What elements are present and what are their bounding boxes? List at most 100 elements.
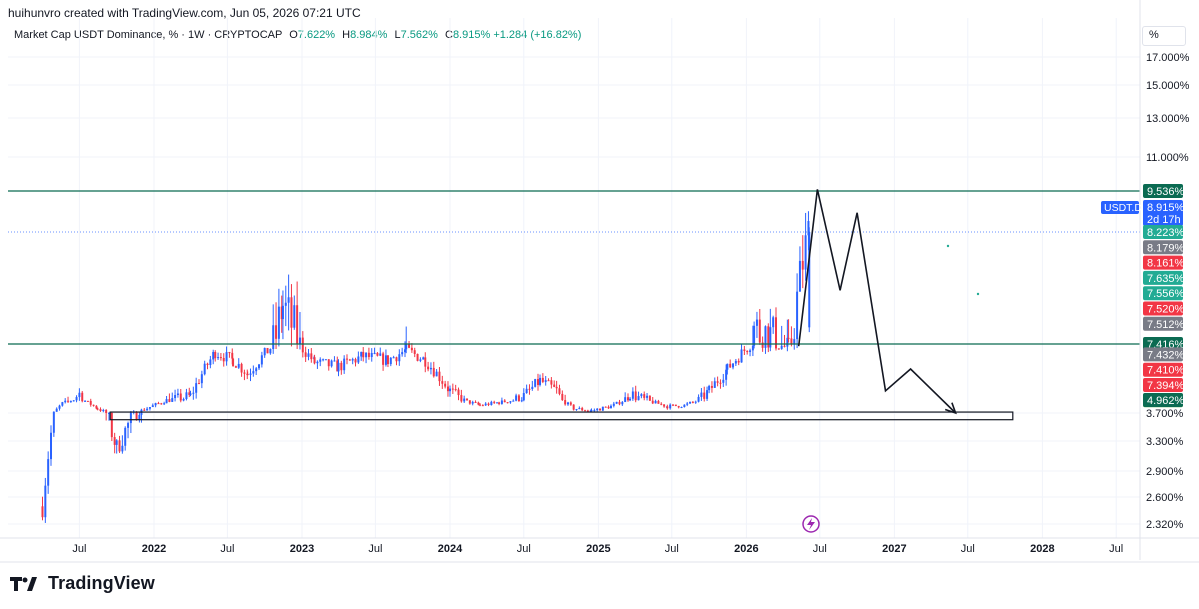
candle-body <box>604 406 607 408</box>
candle <box>534 378 537 388</box>
candle-body <box>584 410 587 412</box>
candle <box>168 393 171 403</box>
legend-close-value: 8.915% <box>452 29 491 41</box>
candle <box>737 358 740 366</box>
time-tick-label: 2022 <box>142 543 166 555</box>
candle <box>609 404 612 409</box>
candle <box>446 381 449 397</box>
candle-body <box>710 385 713 388</box>
candle <box>55 407 58 412</box>
candle <box>157 401 160 405</box>
candle-body <box>389 357 392 365</box>
time-tick-label: Jul <box>1109 543 1123 555</box>
candle-body <box>379 353 382 356</box>
candle-body <box>281 305 284 320</box>
candle <box>392 355 395 359</box>
axis-label-2-bg <box>1143 255 1183 270</box>
candle-body <box>553 384 556 387</box>
axis-label-1: 8.179% <box>1143 240 1185 255</box>
candle <box>160 402 163 405</box>
candle <box>550 377 553 389</box>
candle <box>408 341 411 349</box>
candle <box>110 411 113 441</box>
candle-body <box>200 374 203 384</box>
legend-open-value: 7.622% <box>297 29 336 41</box>
candle-body <box>700 392 703 397</box>
candle <box>416 353 419 362</box>
candle <box>683 404 686 408</box>
candle-body <box>118 440 121 452</box>
candle-body <box>753 325 756 346</box>
candle <box>451 383 454 394</box>
candle-body <box>357 356 360 363</box>
candle <box>706 386 709 401</box>
axis-label-2-text: 8.161% <box>1147 258 1185 270</box>
candle-body <box>203 363 206 375</box>
candle <box>634 385 637 403</box>
candle <box>498 401 501 406</box>
candle <box>96 407 99 411</box>
candle-body <box>424 357 427 367</box>
candle-body <box>615 401 618 404</box>
axis-label-2: 8.161% <box>1143 255 1185 270</box>
axis-label-6: 7.512% <box>1143 316 1185 331</box>
candle-body <box>484 403 487 406</box>
time-tick-label: 2024 <box>438 543 463 555</box>
candle <box>232 357 235 367</box>
candle-body <box>479 404 482 406</box>
candle-body <box>569 402 572 405</box>
candle <box>275 302 278 349</box>
candle-body <box>232 358 235 367</box>
time-tick-label: Jul <box>813 543 827 555</box>
candle <box>572 404 575 411</box>
candle <box>536 373 539 391</box>
candle <box>686 401 689 407</box>
candle <box>528 384 531 395</box>
candle-body <box>555 386 558 389</box>
candle-body <box>293 305 296 328</box>
candle <box>260 351 263 368</box>
scale-unit-button[interactable] <box>1142 26 1186 46</box>
candle-body <box>96 408 99 410</box>
candle-body <box>287 297 290 303</box>
price-tick-label: 2.900% <box>1146 466 1184 478</box>
candle <box>637 391 640 401</box>
candle-body <box>599 408 602 411</box>
candle-body <box>463 398 466 402</box>
candle-body <box>92 404 95 406</box>
candle-body <box>637 396 640 401</box>
candle <box>346 354 349 365</box>
candle <box>348 358 351 361</box>
candle <box>225 346 228 366</box>
candle <box>777 348 780 350</box>
candle-body <box>182 399 185 401</box>
candle-body <box>722 379 725 383</box>
candle <box>47 451 50 494</box>
candle <box>249 368 252 382</box>
candle-body <box>360 351 363 357</box>
candle <box>419 357 422 363</box>
candle <box>769 308 772 352</box>
candle-body <box>708 385 711 391</box>
candle-body <box>454 389 457 391</box>
candle-body <box>337 362 340 372</box>
candle-current <box>808 227 811 333</box>
chart-legend: Market Cap USDT Dominance, % · 1W · CRYP… <box>14 29 581 41</box>
candle <box>89 398 92 407</box>
candle-body <box>481 405 484 407</box>
candle <box>148 407 151 411</box>
candle-body <box>422 357 425 360</box>
candle-body <box>796 291 799 340</box>
candle-body <box>135 411 138 420</box>
candle <box>654 399 657 404</box>
candle-body <box>575 409 578 411</box>
candle-body <box>370 352 373 358</box>
candle-body <box>468 400 471 404</box>
candle <box>457 387 460 401</box>
price-tick-label: 3.300% <box>1146 436 1184 448</box>
axis-label-5-text: 7.520% <box>1147 304 1185 316</box>
tradingview-logo[interactable]: TradingView <box>10 573 155 594</box>
candle <box>796 273 799 349</box>
time-tick-label: Jul <box>72 543 86 555</box>
